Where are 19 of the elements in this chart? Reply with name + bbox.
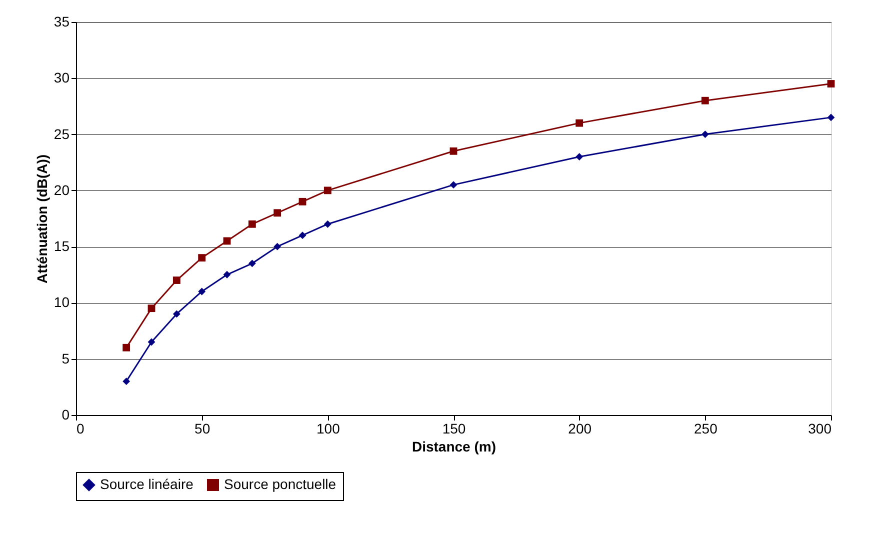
y-tick-label: 0 bbox=[62, 406, 70, 422]
x-axis-title: Distance (m) bbox=[412, 438, 496, 454]
y-tick-label: 20 bbox=[54, 182, 70, 198]
y-tick-label: 30 bbox=[54, 70, 70, 86]
x-tick-label: 250 bbox=[694, 420, 718, 436]
x-tick-label: 0 bbox=[76, 420, 84, 436]
y-tick-label: 35 bbox=[54, 14, 70, 30]
x-tick-label: 100 bbox=[316, 420, 340, 436]
y-tick-label: 15 bbox=[54, 238, 70, 254]
x-tick-label: 300 bbox=[808, 420, 832, 436]
x-tick-label: 150 bbox=[442, 420, 466, 436]
x-tick-label: 50 bbox=[194, 420, 210, 436]
y-tick-label: 5 bbox=[62, 350, 70, 366]
x-tick-label: 200 bbox=[568, 420, 592, 436]
y-tick-label: 10 bbox=[54, 294, 70, 310]
legend-label: Source linéaire bbox=[100, 476, 194, 492]
y-axis-title: Atténuation (dB(A)) bbox=[34, 154, 50, 284]
legend-label: Source ponctuelle bbox=[224, 476, 336, 492]
y-tick-label: 25 bbox=[54, 126, 70, 142]
